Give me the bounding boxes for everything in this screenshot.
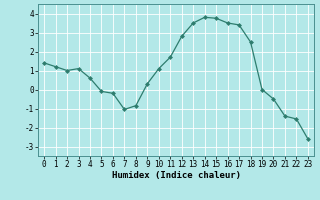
X-axis label: Humidex (Indice chaleur): Humidex (Indice chaleur)	[111, 171, 241, 180]
